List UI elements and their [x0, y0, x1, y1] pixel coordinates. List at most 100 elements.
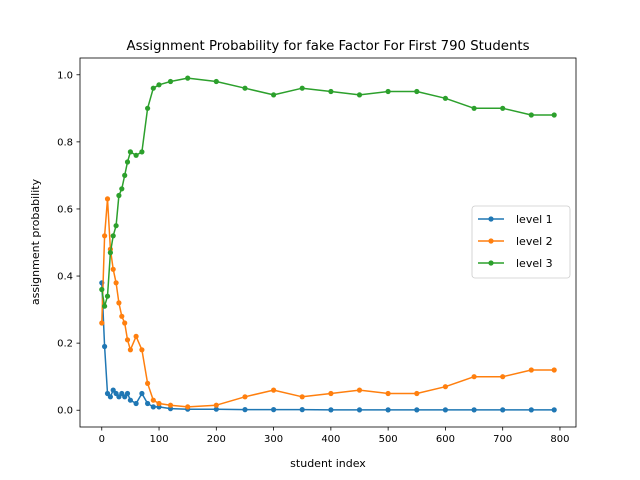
- axes-frame: [79, 57, 577, 428]
- data-point: [156, 82, 162, 88]
- data-point: [133, 400, 139, 407]
- data-point: [145, 380, 151, 386]
- data-point: [139, 347, 145, 353]
- data-point: [167, 402, 174, 408]
- data-point: [528, 407, 534, 413]
- data-point: [328, 88, 334, 95]
- data-point: [356, 92, 363, 98]
- data-point: [119, 313, 125, 319]
- data-point: [271, 92, 277, 98]
- data-point: [185, 75, 191, 81]
- data-point: [442, 95, 448, 101]
- legend-marker: [488, 216, 494, 222]
- data-point: [156, 400, 162, 407]
- legend-marker: [488, 238, 494, 244]
- data-point: [99, 286, 105, 293]
- data-point: [356, 387, 363, 393]
- legend-box: [471, 205, 571, 279]
- data-point: [124, 159, 131, 165]
- data-point: [500, 407, 506, 413]
- data-point: [328, 407, 334, 413]
- data-point: [471, 374, 477, 380]
- data-point: [385, 88, 391, 95]
- data-point: [127, 347, 133, 353]
- data-point: [271, 387, 277, 393]
- x-tick-label: 0: [99, 434, 105, 445]
- data-point: [104, 293, 111, 299]
- data-point: [356, 407, 363, 413]
- x-axis-label: student index: [290, 457, 366, 470]
- x-tick-label: 700: [493, 434, 512, 445]
- data-point: [242, 394, 248, 400]
- data-point: [116, 192, 122, 199]
- data-point: [528, 367, 534, 373]
- data-point: [102, 233, 108, 239]
- data-point: [471, 105, 477, 111]
- data-point: [328, 390, 334, 397]
- data-point: [167, 78, 174, 85]
- data-point: [116, 300, 122, 306]
- data-point: [299, 394, 305, 400]
- data-point: [145, 105, 151, 111]
- data-point: [528, 112, 534, 118]
- x-tick-label: 400: [321, 434, 340, 445]
- data-point: [122, 172, 128, 178]
- plot-area: [99, 75, 557, 413]
- data-point: [145, 400, 151, 407]
- data-point: [551, 112, 557, 118]
- legend-label: level 1: [516, 213, 553, 226]
- x-tick-label: 500: [379, 434, 398, 445]
- data-point: [110, 233, 116, 239]
- data-point: [551, 407, 557, 413]
- data-point: [213, 402, 219, 408]
- data-point: [414, 88, 420, 95]
- data-point: [471, 407, 477, 413]
- legend-label: level 3: [516, 257, 553, 270]
- data-point: [299, 407, 305, 413]
- data-point: [139, 390, 145, 397]
- data-point: [385, 407, 391, 413]
- data-point: [500, 374, 506, 380]
- x-tick-label: 300: [264, 434, 283, 445]
- data-point: [150, 404, 156, 410]
- y-axis-label: assignment probability: [29, 178, 42, 305]
- data-point: [133, 333, 139, 339]
- x-tick-label: 600: [436, 434, 455, 445]
- data-point: [110, 387, 116, 393]
- data-point: [107, 250, 113, 256]
- data-point: [551, 367, 557, 373]
- data-point: [442, 407, 448, 413]
- legend: level 1 level 2 level 3: [471, 205, 571, 279]
- data-point: [99, 320, 105, 326]
- data-point: [119, 186, 125, 192]
- data-point: [414, 407, 420, 413]
- data-point: [150, 397, 156, 403]
- x-tick-label: 200: [207, 434, 226, 445]
- data-point: [213, 78, 219, 85]
- data-point: [107, 394, 113, 400]
- y-tick-label: 0.8: [57, 137, 73, 148]
- data-point: [150, 85, 156, 91]
- data-point: [113, 223, 119, 229]
- data-point: [110, 266, 116, 272]
- x-tick-label: 800: [550, 434, 569, 445]
- data-point: [127, 397, 133, 403]
- data-point: [124, 337, 131, 343]
- data-point: [299, 85, 305, 91]
- data-point: [102, 303, 108, 309]
- data-point: [122, 320, 128, 326]
- y-tick-label: 0.4: [57, 272, 73, 283]
- y-tick-label: 1.0: [57, 70, 73, 81]
- data-point: [104, 196, 111, 202]
- y-tick-label: 0.6: [57, 204, 73, 215]
- chart-title: Assignment Probability for fake Factor F…: [126, 39, 529, 54]
- data-point: [414, 390, 420, 397]
- data-point: [139, 149, 145, 155]
- y-tick-label: 0.0: [57, 406, 73, 417]
- data-point: [133, 152, 139, 158]
- data-point: [185, 404, 191, 410]
- axes: 0 100 200 300 400 500 600 700 800 0.0 0.2 0.4 0.6 0.8…: [57, 57, 577, 445]
- data-point: [102, 343, 108, 350]
- data-point: [213, 406, 219, 412]
